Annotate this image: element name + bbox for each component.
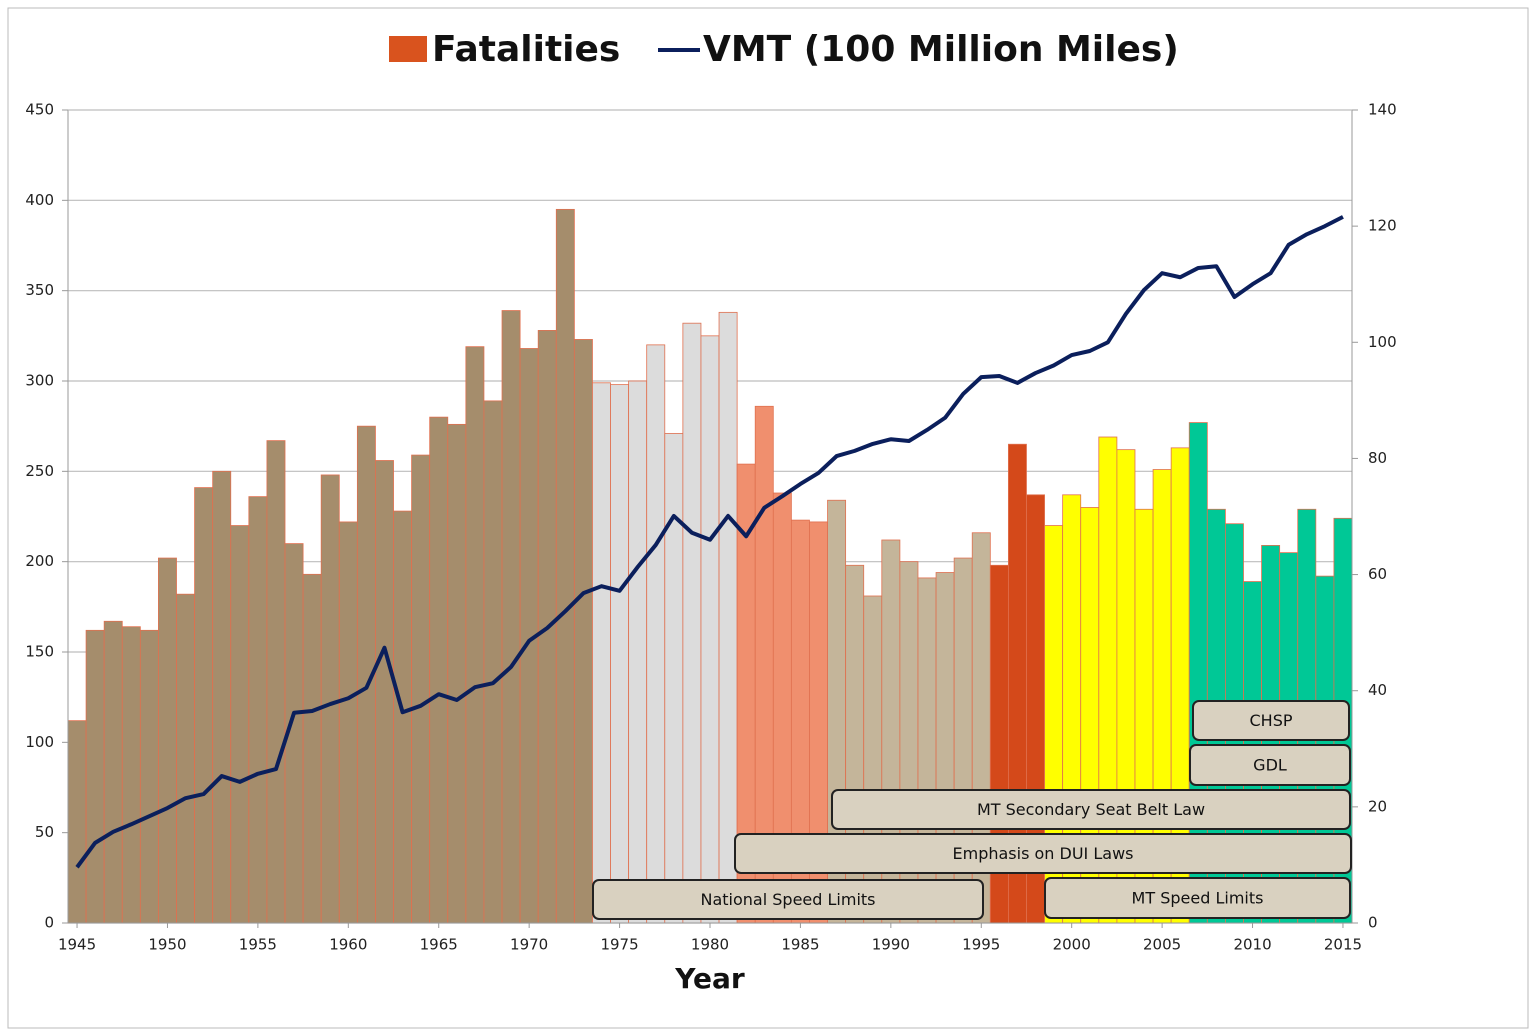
- bar: [212, 470, 232, 924]
- bar: [610, 384, 630, 924]
- y2-tick-label: 60: [1368, 565, 1387, 583]
- x-tick-label: 1975: [600, 936, 638, 954]
- annotation-box: [592, 879, 984, 920]
- x-tick-label: 2000: [1053, 936, 1091, 954]
- bar: [429, 416, 449, 924]
- y2-tick-label: 80: [1368, 449, 1387, 467]
- bar: [266, 440, 286, 924]
- bar: [121, 626, 141, 924]
- x-tick-label: 1985: [781, 936, 819, 954]
- x-tick-label: 1955: [239, 936, 277, 954]
- bar: [700, 335, 720, 924]
- annotation: National Speed Limits: [701, 890, 876, 909]
- bar: [338, 521, 358, 924]
- y-tick-label: 400: [25, 191, 54, 209]
- bar: [628, 380, 648, 924]
- y2-tick-label: 20: [1368, 797, 1387, 815]
- bar: [320, 474, 340, 924]
- bar: [67, 720, 87, 924]
- annotation: Emphasis on DUI Laws: [953, 844, 1134, 863]
- bar: [501, 310, 521, 924]
- y2-tick-label: 40: [1368, 681, 1387, 699]
- x-tick-label: 1970: [510, 936, 548, 954]
- bar: [85, 629, 105, 924]
- legend-label: VMT (100 Million Miles): [703, 29, 1179, 70]
- bar: [646, 344, 666, 924]
- annotation-box: [734, 833, 1352, 874]
- x-axis-label: Year: [674, 962, 745, 995]
- legend-label: Fatalities: [432, 29, 620, 70]
- line: [75, 215, 1344, 869]
- y-tick-label: 450: [25, 101, 54, 119]
- bar: [465, 346, 485, 924]
- x-tick-label: 1950: [148, 936, 186, 954]
- x-tick-label: 1995: [962, 936, 1000, 954]
- bar: [573, 339, 593, 924]
- y2-tick-label: 120: [1368, 217, 1397, 235]
- bar: [664, 432, 684, 924]
- bar: [139, 629, 159, 924]
- y-tick-label: 0: [44, 914, 54, 932]
- bar: [447, 423, 467, 924]
- x-tick-label: 2015: [1324, 936, 1362, 954]
- x-tick-label: 1980: [691, 936, 729, 954]
- bar: [176, 593, 195, 924]
- y-tick-label: 350: [25, 281, 54, 299]
- x-tick-label: 1945: [58, 936, 96, 954]
- bar: [375, 460, 394, 924]
- legend-swatch: [389, 36, 427, 62]
- annotation-box: [1192, 700, 1350, 741]
- bar: [411, 454, 431, 924]
- annotation: MT Speed Limits: [1132, 889, 1264, 908]
- y-tick-label: 250: [25, 462, 54, 480]
- y2-tick-label: 0: [1368, 914, 1378, 932]
- y-tick-label: 150: [25, 643, 54, 661]
- y-tick-label: 300: [25, 372, 54, 390]
- bar: [103, 620, 123, 924]
- x-tick-label: 1965: [420, 936, 458, 954]
- bar: [682, 322, 702, 924]
- bar: [158, 557, 177, 924]
- annotation: GDL: [1253, 756, 1287, 775]
- bar: [230, 525, 250, 924]
- annotation-box: [1044, 877, 1351, 919]
- bar: [718, 311, 738, 924]
- y-tick-label: 200: [25, 552, 54, 570]
- x-tick-label: 1990: [872, 936, 910, 954]
- y2-tick-label: 140: [1368, 101, 1397, 119]
- y-tick-label: 100: [25, 733, 54, 751]
- bar: [194, 487, 214, 924]
- annotation: CHSP: [1249, 711, 1292, 730]
- annotation: MT Secondary Seat Belt Law: [977, 800, 1205, 819]
- bar: [302, 573, 322, 924]
- x-tick-label: 2005: [1143, 936, 1181, 954]
- x-tick-label: 1960: [329, 936, 367, 954]
- y-tick-label: 50: [35, 823, 54, 841]
- bar: [248, 496, 268, 924]
- bar: [393, 510, 413, 924]
- x-tick-label: 2010: [1233, 936, 1271, 954]
- bar: [555, 208, 575, 924]
- y2-tick-label: 100: [1368, 333, 1397, 351]
- bar: [483, 400, 503, 924]
- bar: [592, 382, 611, 924]
- annotation-box: [831, 789, 1351, 830]
- annotation-box: [1189, 744, 1351, 786]
